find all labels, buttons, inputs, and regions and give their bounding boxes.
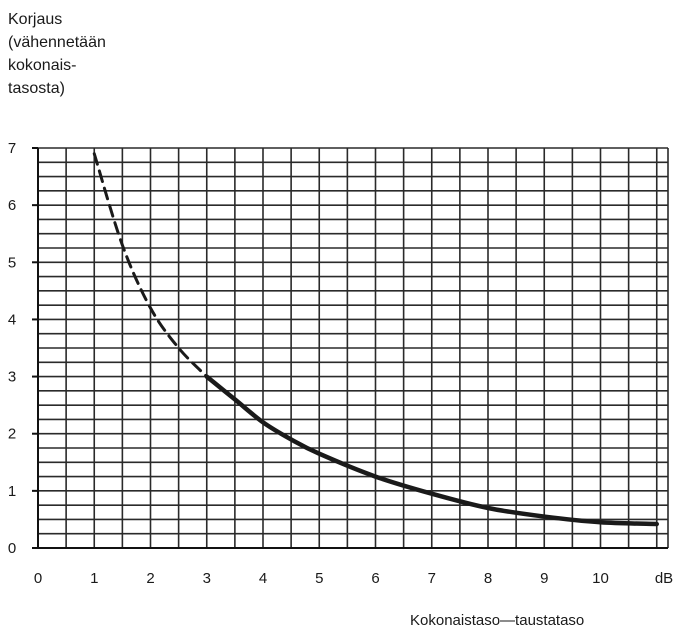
y-axis-label-line: (vähennetään [8,31,106,54]
x-tick-label: 3 [203,570,211,587]
y-axis-label-line: Korjaus [8,8,106,31]
x-tick-labels: 0 1 2 3 4 5 6 7 8 9 10 dB [34,570,673,587]
x-tick-label: 1 [90,570,98,587]
x-tick-label: 8 [484,570,492,587]
y-tick-label: 2 [8,426,16,443]
x-tick-label: 6 [371,570,379,587]
x-tick-label: 7 [428,570,436,587]
x-tick-label: 2 [146,570,154,587]
y-tick-label: 1 [8,483,16,500]
y-tick-labels: 0 1 2 3 4 5 6 7 [8,140,16,557]
y-axis-label: Korjaus (vähennetään kokonais- tasosta) [8,8,106,100]
grid [38,148,668,548]
y-tick-label: 0 [8,540,16,557]
y-axis-label-line: kokonais- [8,54,106,77]
x-tick-label: 4 [259,570,267,587]
y-axis-label-line: tasosta) [8,77,106,100]
y-tick-label: 7 [8,140,16,157]
x-tick-label: 9 [540,570,548,587]
y-tick-label: 3 [8,369,16,386]
x-unit-label: dB [655,570,673,587]
x-tick-label: 10 [592,570,609,587]
x-axis-label: Kokonaistaso—taustataso [410,612,584,629]
y-tick-label: 4 [8,311,16,328]
y-tick-label: 6 [8,197,16,214]
x-tick-label: 5 [315,570,323,587]
x-tick-label: 0 [34,570,42,587]
y-tick-label: 5 [8,254,16,271]
